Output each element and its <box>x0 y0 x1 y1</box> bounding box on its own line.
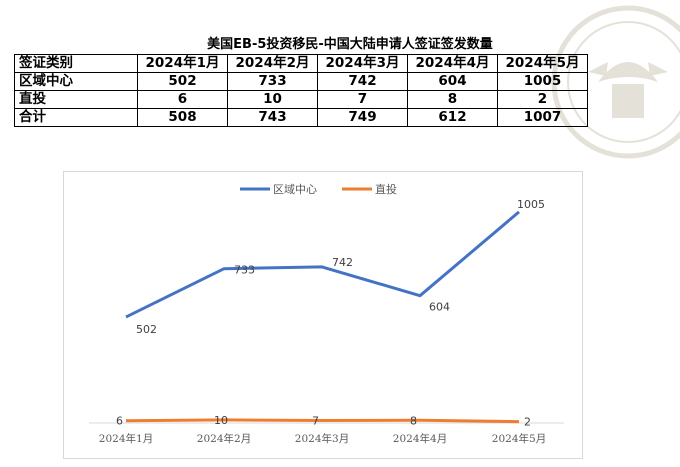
visa-data-table: 签证类别 2024年1月 2024年2月 2024年3月 2024年4月 202… <box>14 54 588 127</box>
table-header-cell: 2024年4月 <box>407 54 498 73</box>
x-tick-label: 2024年3月 <box>295 432 349 445</box>
table-header-cell: 2024年1月 <box>137 54 228 73</box>
data-label: 1005 <box>517 198 545 211</box>
data-label: 7 <box>312 415 319 428</box>
data-label: 733 <box>234 264 255 277</box>
legend-label: 直投 <box>375 182 397 196</box>
x-tick-label: 2024年4月 <box>393 432 447 445</box>
table-header-row: 签证类别 2024年1月 2024年2月 2024年3月 2024年4月 202… <box>14 54 588 73</box>
table-cell: 742 <box>317 72 408 91</box>
data-label: 502 <box>136 323 157 336</box>
data-label: 604 <box>429 301 450 314</box>
x-tick-label: 2024年1月 <box>99 432 153 445</box>
data-label: 8 <box>410 414 417 427</box>
table-cell: 508 <box>137 108 228 127</box>
series-line <box>125 210 520 319</box>
table-cell: 10 <box>227 90 318 109</box>
table-cell: 6 <box>137 90 228 109</box>
x-tick-label: 2024年2月 <box>197 432 251 445</box>
table-header-cell: 签证类别 <box>14 54 138 73</box>
legend-label: 区域中心 <box>273 183 317 196</box>
table-cell: 1007 <box>497 108 588 127</box>
data-label: 2 <box>524 416 531 429</box>
table-header-cell: 2024年2月 <box>227 54 318 73</box>
table-cell: 8 <box>407 90 498 109</box>
table-cell: 733 <box>227 72 318 91</box>
line-chart-frame: 2024年1月 2024年2月 2024年3月 2024年4月 2024年5月 区域中心 直… <box>63 171 583 459</box>
data-label: 742 <box>332 256 353 269</box>
table-cell: 直投 <box>14 90 138 109</box>
table-cell: 2 <box>497 90 588 109</box>
table-cell: 1005 <box>497 72 588 91</box>
table-cell: 合计 <box>14 108 138 127</box>
table-row: 直投 6 10 7 8 2 <box>14 90 588 109</box>
table-cell: 612 <box>407 108 498 127</box>
table-cell: 7 <box>317 90 408 109</box>
table-cell: 502 <box>137 72 228 91</box>
table-row: 区域中心 502 733 742 604 1005 <box>14 72 588 91</box>
table-cell: 604 <box>407 72 498 91</box>
x-tick-label: 2024年5月 <box>492 432 546 445</box>
table-cell: 749 <box>317 108 408 127</box>
line-chart: 2024年1月 2024年2月 2024年3月 2024年4月 2024年5月 区域中心 直… <box>89 182 564 445</box>
table-title: 美国EB-5投资移民-中国大陆申请人签证签发数量 <box>207 37 493 52</box>
table-row: 合计 508 743 749 612 1007 <box>14 108 588 127</box>
series-line <box>125 418 520 424</box>
table-cell: 743 <box>227 108 318 127</box>
data-label: 10 <box>214 414 228 427</box>
table-header-cell: 2024年3月 <box>317 54 408 73</box>
data-label: 6 <box>116 415 123 428</box>
table-header-cell: 2024年5月 <box>497 54 588 73</box>
table-cell: 区域中心 <box>14 72 138 91</box>
